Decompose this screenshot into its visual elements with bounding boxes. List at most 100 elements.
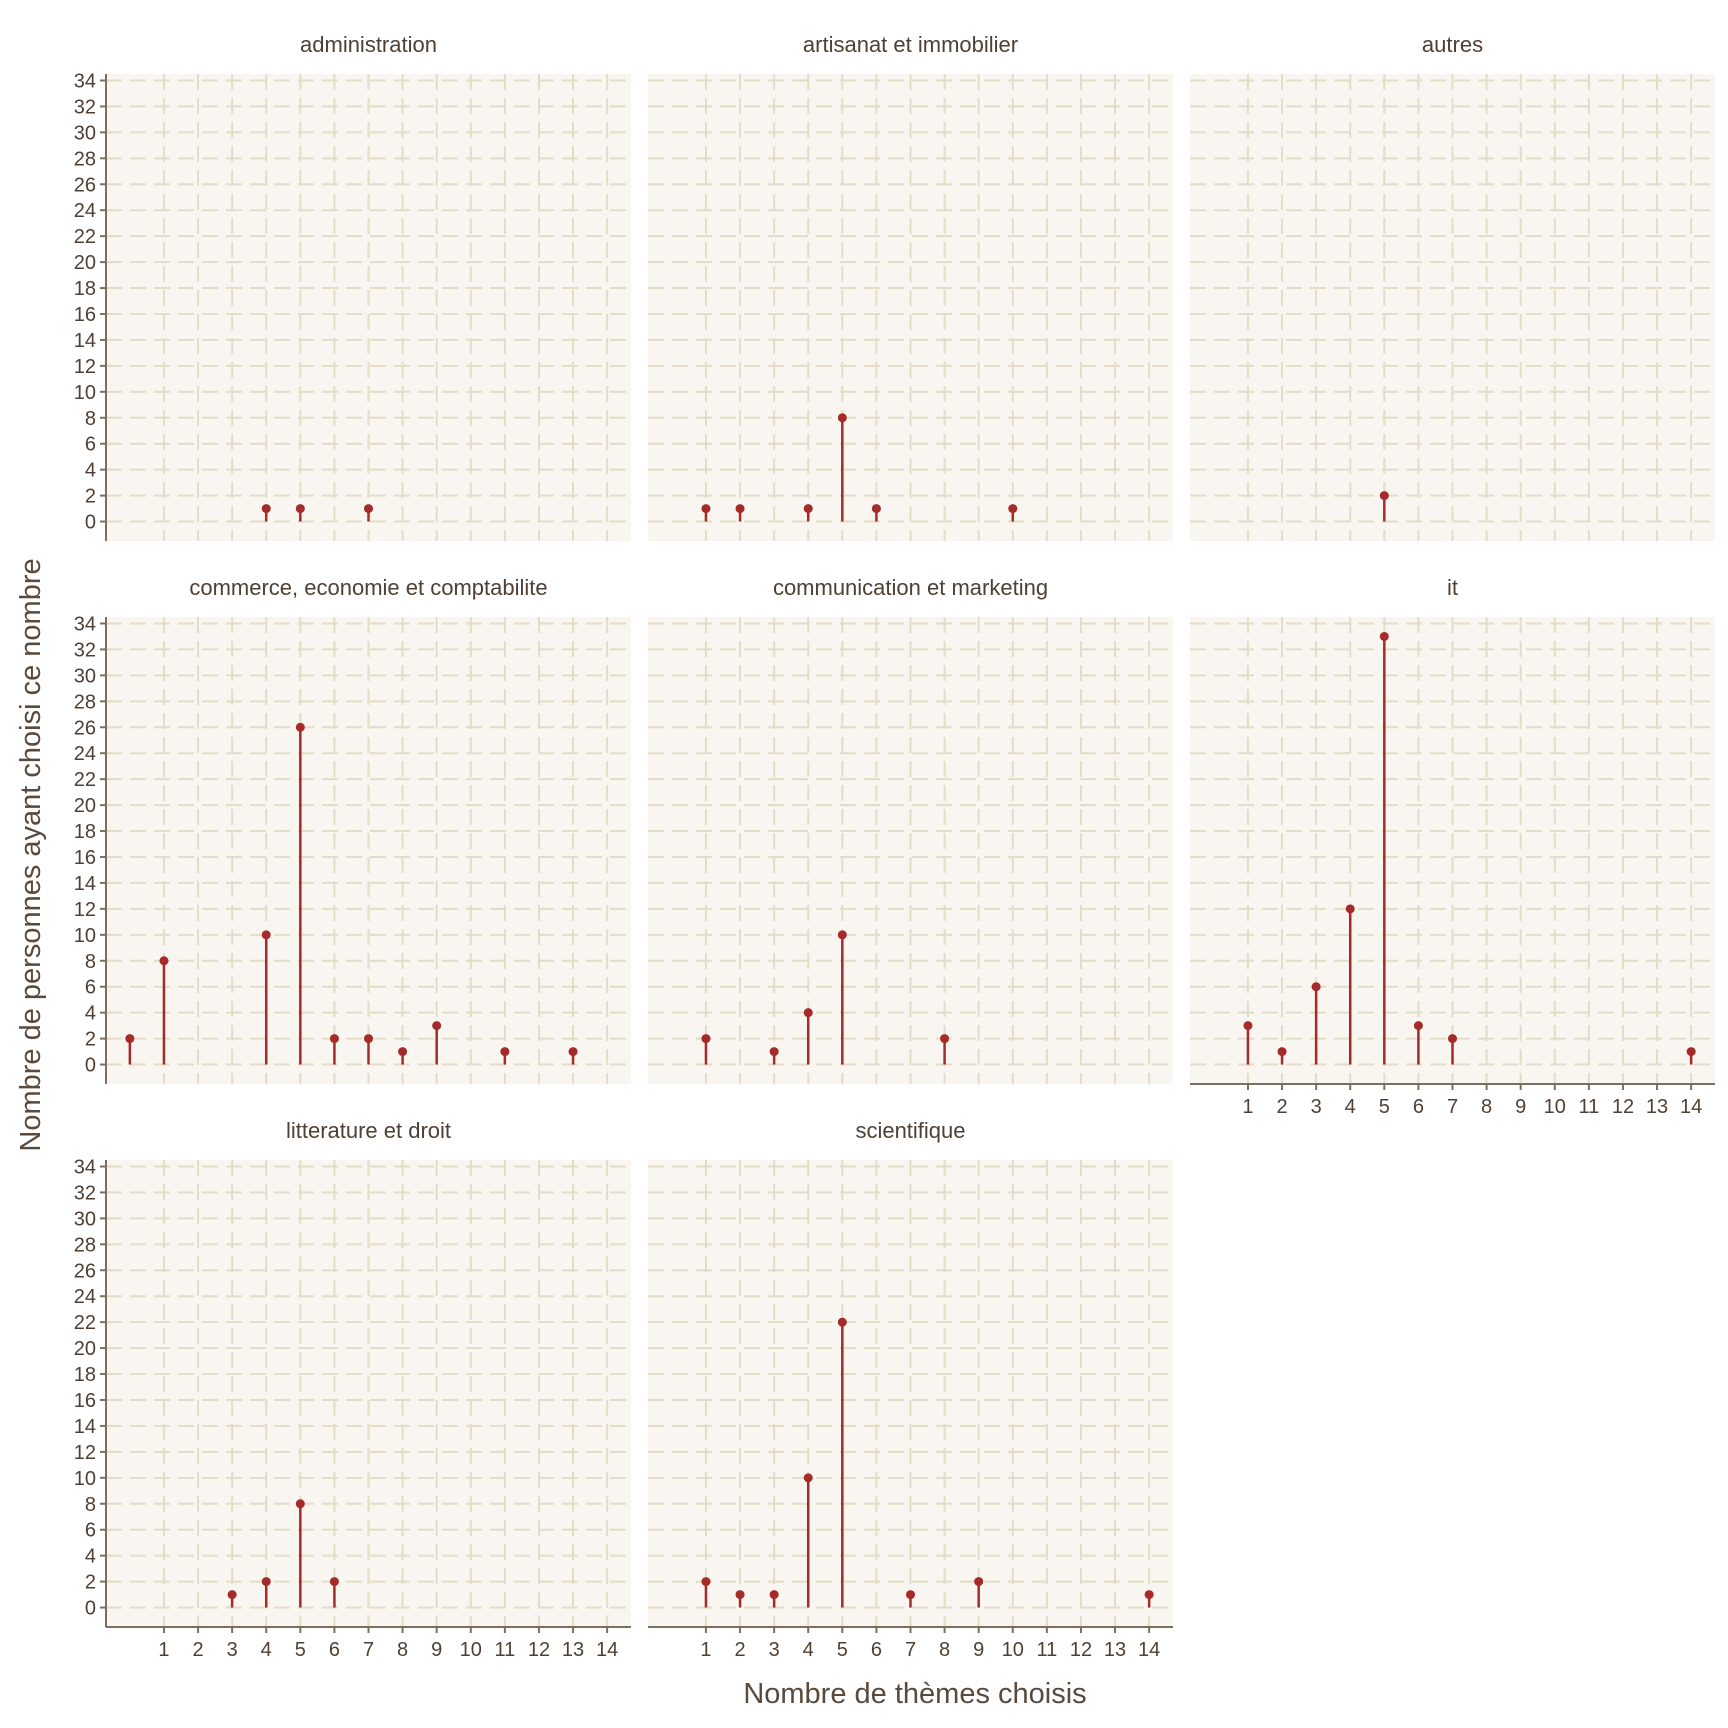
lollipop-point (500, 1047, 510, 1057)
y-tick-label: 22 (74, 226, 96, 248)
x-tick-label: 13 (1646, 1096, 1668, 1118)
y-tick-label: 16 (74, 1390, 96, 1412)
y-tick-label: 24 (74, 1286, 96, 1308)
lollipop-point (432, 1021, 442, 1031)
y-tick-label: 10 (74, 925, 96, 947)
lollipop-point (837, 930, 847, 940)
x-axis-title: Nombre de thèmes choisis (743, 1678, 1086, 1710)
x-tick-label: 10 (460, 1639, 482, 1661)
x-tick-label: 14 (1138, 1639, 1160, 1661)
lollipop-point (769, 1590, 779, 1600)
lollipop-point (1379, 631, 1389, 641)
lollipop-point (398, 1047, 408, 1057)
x-tick-label: 1 (158, 1639, 169, 1661)
lollipop-point (1008, 504, 1018, 514)
x-tick-label: 10 (1544, 1096, 1566, 1118)
lollipop-point (837, 1317, 847, 1327)
y-tick-label: 34 (74, 1156, 96, 1178)
lollipop-point (735, 1590, 745, 1600)
lollipop-point (769, 1047, 779, 1057)
lollipop-point (329, 1577, 339, 1587)
x-tick-label: 5 (1379, 1096, 1390, 1118)
x-tick-label: 6 (1413, 1096, 1424, 1118)
y-tick-label: 32 (74, 1182, 96, 1204)
panel-2: autres (1190, 32, 1715, 541)
lollipop-point (295, 722, 305, 732)
y-tick-label: 30 (74, 665, 96, 687)
y-tick-label: 2 (85, 486, 96, 508)
y-tick-label: 28 (74, 691, 96, 713)
y-tick-label: 2 (85, 1572, 96, 1594)
y-tick-label: 32 (74, 96, 96, 118)
x-tick-label: 5 (837, 1639, 848, 1661)
y-tick-label: 24 (74, 743, 96, 765)
x-tick-label: 1 (700, 1639, 711, 1661)
y-tick-label: 16 (74, 847, 96, 869)
x-tick-label: 13 (562, 1639, 584, 1661)
y-tick-label: 14 (74, 873, 96, 895)
x-tick-label: 11 (1036, 1639, 1057, 1661)
x-tick-label: 12 (1612, 1096, 1634, 1118)
panel-6: litterature et droit02468101214161820222… (74, 1118, 631, 1661)
x-tick-label: 10 (1002, 1639, 1024, 1661)
x-tick-label: 12 (1070, 1639, 1092, 1661)
lollipop-point (1345, 904, 1355, 914)
lollipop-point (329, 1034, 339, 1044)
y-tick-label: 32 (74, 639, 96, 661)
x-tick-label: 8 (397, 1639, 408, 1661)
y-tick-label: 8 (85, 1494, 96, 1516)
lollipop-point (837, 413, 847, 423)
x-tick-label: 8 (1481, 1096, 1492, 1118)
lollipop-point (295, 1499, 305, 1509)
y-tick-label: 22 (74, 769, 96, 791)
y-tick-label: 22 (74, 1312, 96, 1334)
x-tick-label: 11 (494, 1639, 515, 1661)
x-tick-label: 11 (1578, 1096, 1599, 1118)
y-tick-label: 20 (74, 1338, 96, 1360)
panel-4: communication et marketing (648, 575, 1173, 1084)
x-tick-label: 2 (734, 1639, 745, 1661)
lollipop-point (568, 1047, 578, 1057)
y-tick-label: 0 (85, 1598, 96, 1620)
y-tick-label: 18 (74, 278, 96, 300)
panel-title: autres (1422, 32, 1483, 57)
panel-title: commerce, economie et comptabilite (189, 575, 547, 600)
y-tick-label: 10 (74, 1468, 96, 1490)
y-tick-label: 4 (85, 1546, 96, 1568)
lollipop-point (295, 504, 305, 514)
panel-0: administration02468101214161820222426283… (74, 32, 631, 541)
lollipop-point (974, 1577, 984, 1587)
x-tick-label: 7 (905, 1639, 916, 1661)
panel-5: it1 2 3 4 5 6 7 8 9 10 11 12 13 14 (1190, 575, 1715, 1118)
lollipop-point (701, 1577, 711, 1587)
x-tick-label: 14 (1680, 1096, 1702, 1118)
y-tick-label: 12 (74, 1442, 96, 1464)
x-tick-label: 2 (192, 1639, 203, 1661)
y-tick-label: 6 (85, 977, 96, 999)
panel-title: artisanat et immobilier (803, 32, 1018, 57)
lollipop-point (227, 1590, 237, 1600)
panel-3: commerce, economie et comptabilite024681… (74, 575, 631, 1084)
y-tick-label: 34 (74, 70, 96, 92)
panel-title: litterature et droit (286, 1118, 451, 1143)
x-tick-label: 9 (431, 1639, 442, 1661)
lollipop-point (871, 504, 881, 514)
y-tick-label: 20 (74, 252, 96, 274)
y-tick-label: 34 (74, 613, 96, 635)
y-tick-label: 24 (74, 200, 96, 222)
y-tick-label: 4 (85, 460, 96, 482)
x-tick-label: 2 (1276, 1096, 1287, 1118)
x-tick-label: 3 (227, 1639, 238, 1661)
lollipop-point (1379, 491, 1389, 501)
y-tick-label: 10 (74, 382, 96, 404)
panel-1: artisanat et immobilier (648, 32, 1173, 541)
lollipop-point (940, 1034, 950, 1044)
y-tick-label: 30 (74, 122, 96, 144)
x-tick-label: 5 (295, 1639, 306, 1661)
x-tick-label: 8 (939, 1639, 950, 1661)
y-tick-label: 8 (85, 408, 96, 430)
lollipop-point (364, 504, 373, 514)
y-tick-label: 0 (85, 1055, 96, 1077)
